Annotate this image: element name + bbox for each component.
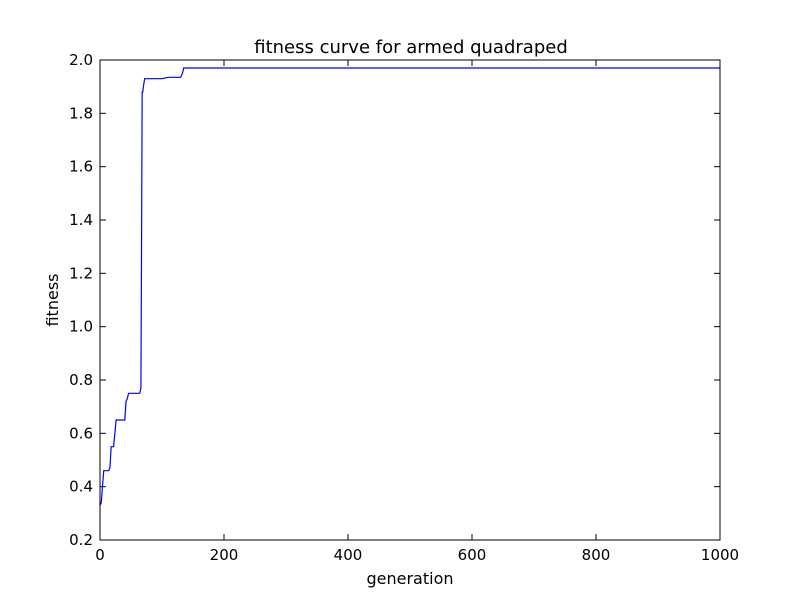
- y-tick-label: 1.6: [69, 158, 93, 176]
- y-tick-label: 1.4: [69, 211, 93, 229]
- y-tick-label: 1.8: [69, 104, 93, 122]
- x-axis-label: generation: [366, 569, 453, 588]
- plot-frame: [99, 59, 721, 541]
- y-tick-label: 0.6: [69, 424, 93, 442]
- series-layer: [99, 67, 720, 506]
- x-tick-label: 400: [334, 546, 363, 564]
- y-tick-label: 0.4: [69, 478, 93, 496]
- x-tick-label: 800: [582, 546, 611, 564]
- y-tick-label: 1.0: [69, 318, 93, 336]
- y-tick-label: 0.8: [69, 371, 93, 389]
- x-tick-label: 1000: [701, 546, 739, 564]
- chart-title: fitness curve for armed quadraped: [254, 37, 568, 58]
- fitness-series-line: [99, 67, 720, 506]
- axis-ticks: 0 200 400 600 800 1000 0.2 0.4 0.6 0.8 1.0 1.2 1.4 1.…: [69, 51, 739, 564]
- y-tick-label: 2.0: [69, 51, 93, 69]
- y-tick-label: 0.2: [69, 531, 93, 549]
- x-tick-label: 0: [95, 546, 105, 564]
- x-tick-label: 200: [210, 546, 239, 564]
- y-axis-label: fitness: [43, 273, 62, 326]
- y-tick-label: 1.2: [69, 264, 93, 282]
- x-tick-label: 600: [458, 546, 487, 564]
